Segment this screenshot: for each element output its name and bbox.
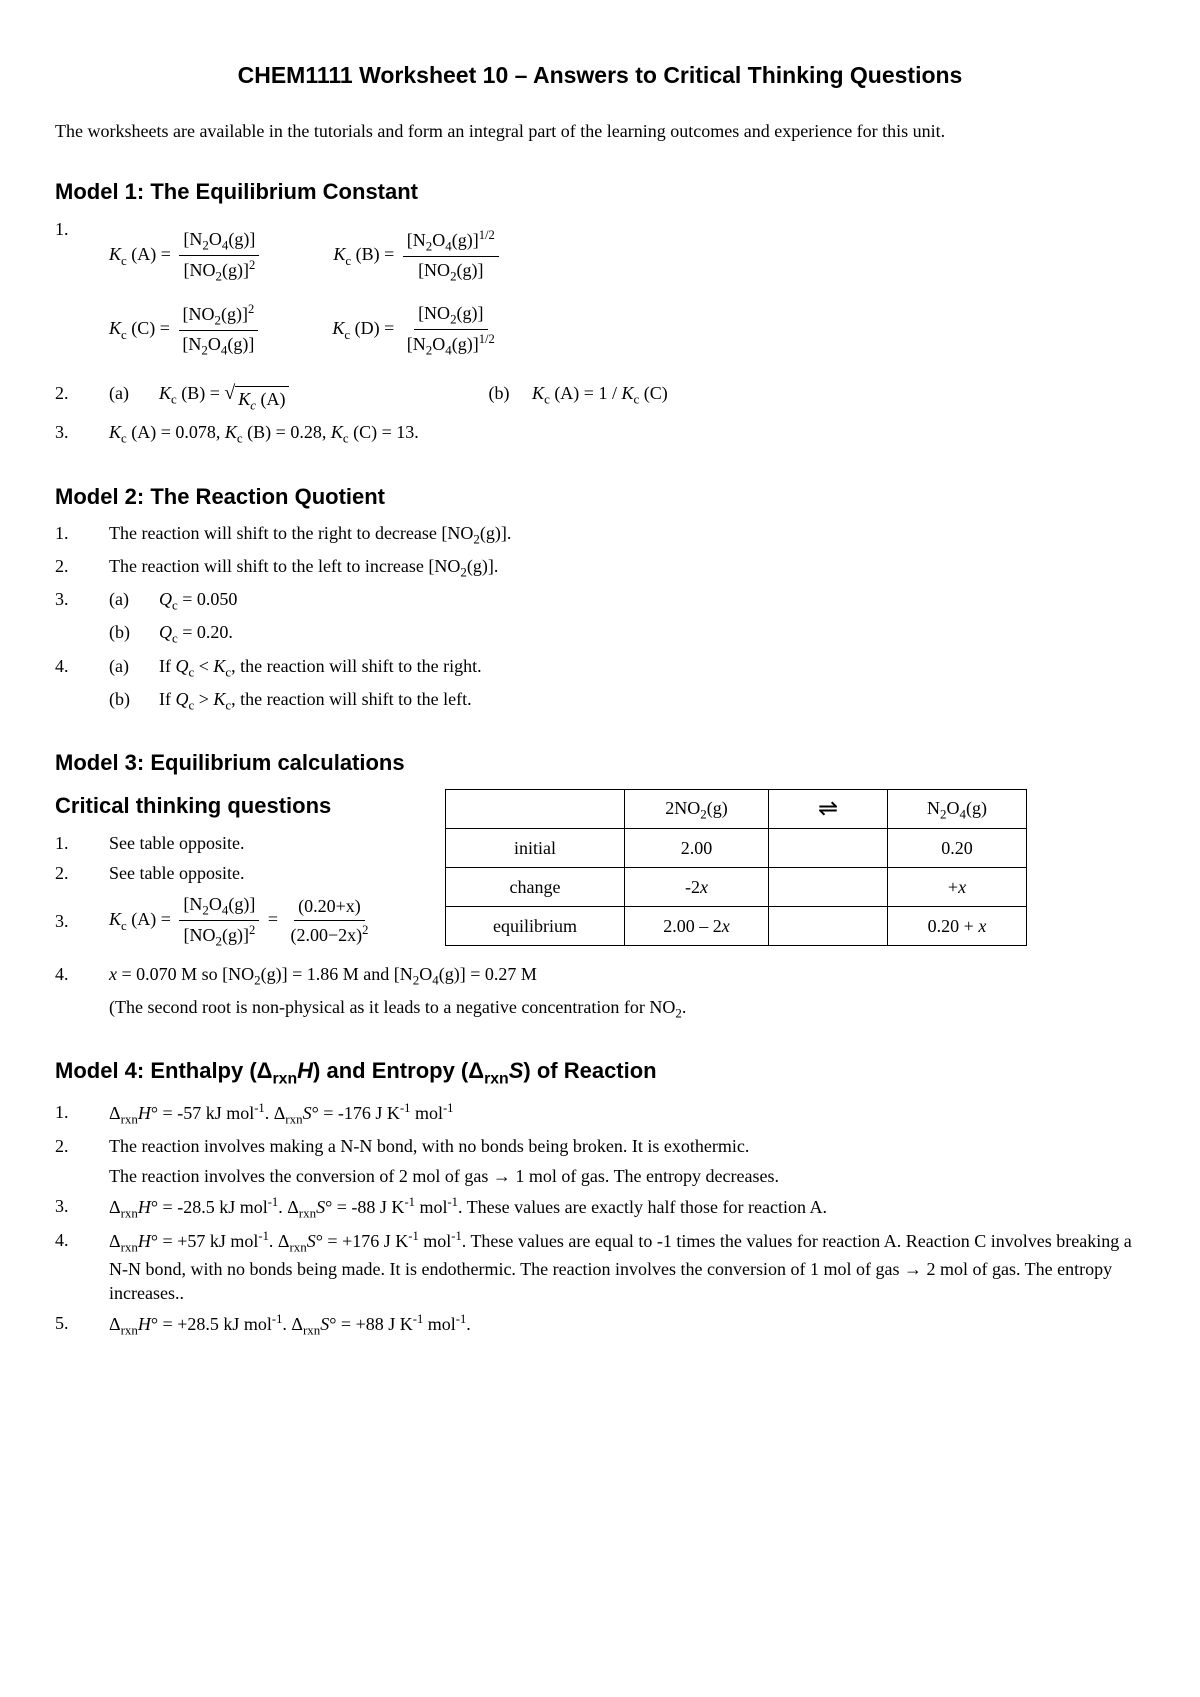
m4-q3: 3.ΔrxnH° = -28.5 kJ mol-1. ΔrxnS° = -88 … [55, 1194, 1145, 1222]
m3-q3: 3.Kc (A) = [N2O4(g)][NO2(g)]2 = (0.20+x)… [55, 892, 425, 950]
model4-heading: Model 4: Enthalpy (ΔrxnH) and Entropy (Δ… [55, 1056, 1145, 1090]
m3-q4-note: (The second root is non-physical as it l… [55, 995, 1145, 1022]
m1-q2: 2. (a) Kc (B) = √Kc (A) (b) Kc (A) = 1 /… [55, 381, 1145, 414]
m4-q2: 2.The reaction involves making a N-N bon… [55, 1134, 1145, 1158]
m4-q2b: The reaction involves the conversion of … [55, 1164, 1145, 1188]
m3-q2: 2.See table opposite. [55, 861, 425, 885]
model3-heading: Model 3: Equilibrium calculations [55, 748, 1145, 778]
m1-q1: 1. Kc (A) = [N2O4(g)][NO2(g)]2 Kc (B) = … [55, 217, 1145, 375]
m3-q4: 4.x = 0.070 M so [NO2(g)] = 1.86 M and [… [55, 962, 1145, 989]
m2-q3a: 3.(a)Qc = 0.050 [55, 587, 1145, 614]
intro-text: The worksheets are available in the tuto… [55, 119, 1145, 143]
m1-q3: 3. Kc (A) = 0.078, Kc (B) = 0.28, Kc (C)… [55, 420, 1145, 447]
m2-q4a: 4.(a)If Qc < Kc, the reaction will shift… [55, 654, 1145, 681]
m4-q4: 4.ΔrxnH° = +57 kJ mol-1. ΔrxnS° = +176 J… [55, 1228, 1145, 1305]
m4-q5: 5.ΔrxnH° = +28.5 kJ mol-1. ΔrxnS° = +88 … [55, 1311, 1145, 1339]
ice-table: 2NO2(g) ⇌ N2O4(g) initial2.000.20 change… [445, 789, 1027, 946]
model3-subheading: Critical thinking questions [55, 791, 425, 821]
m2-q3b: (b)Qc = 0.20. [55, 620, 1145, 647]
m3-q1: 1.See table opposite. [55, 831, 425, 855]
page-title: CHEM1111 Worksheet 10 – Answers to Criti… [55, 60, 1145, 91]
m2-q1: 1.The reaction will shift to the right t… [55, 521, 1145, 548]
m4-q1: 1.ΔrxnH° = -57 kJ mol-1. ΔrxnS° = -176 J… [55, 1100, 1145, 1128]
model2-heading: Model 2: The Reaction Quotient [55, 482, 1145, 512]
model1-heading: Model 1: The Equilibrium Constant [55, 177, 1145, 207]
m2-q4b: (b)If Qc > Kc, the reaction will shift t… [55, 687, 1145, 714]
m2-q2: 2.The reaction will shift to the left to… [55, 554, 1145, 581]
